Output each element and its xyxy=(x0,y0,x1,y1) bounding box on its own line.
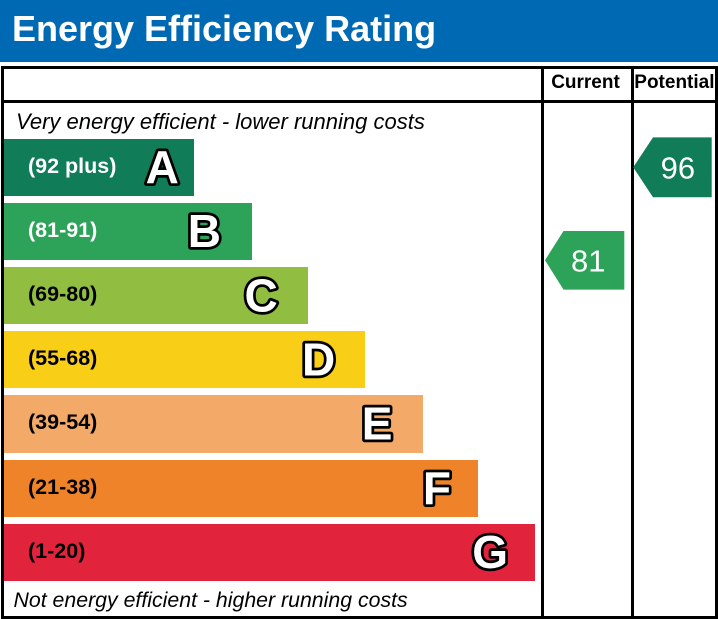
svg-text:81: 81 xyxy=(571,244,605,279)
svg-text:A: A xyxy=(146,141,179,193)
svg-text:F: F xyxy=(423,462,451,514)
svg-text:C: C xyxy=(244,269,277,321)
svg-text:G: G xyxy=(472,526,508,578)
svg-text:B: B xyxy=(188,205,221,257)
svg-text:D: D xyxy=(302,334,335,386)
svg-text:E: E xyxy=(362,398,393,450)
svg-text:96: 96 xyxy=(661,151,695,186)
